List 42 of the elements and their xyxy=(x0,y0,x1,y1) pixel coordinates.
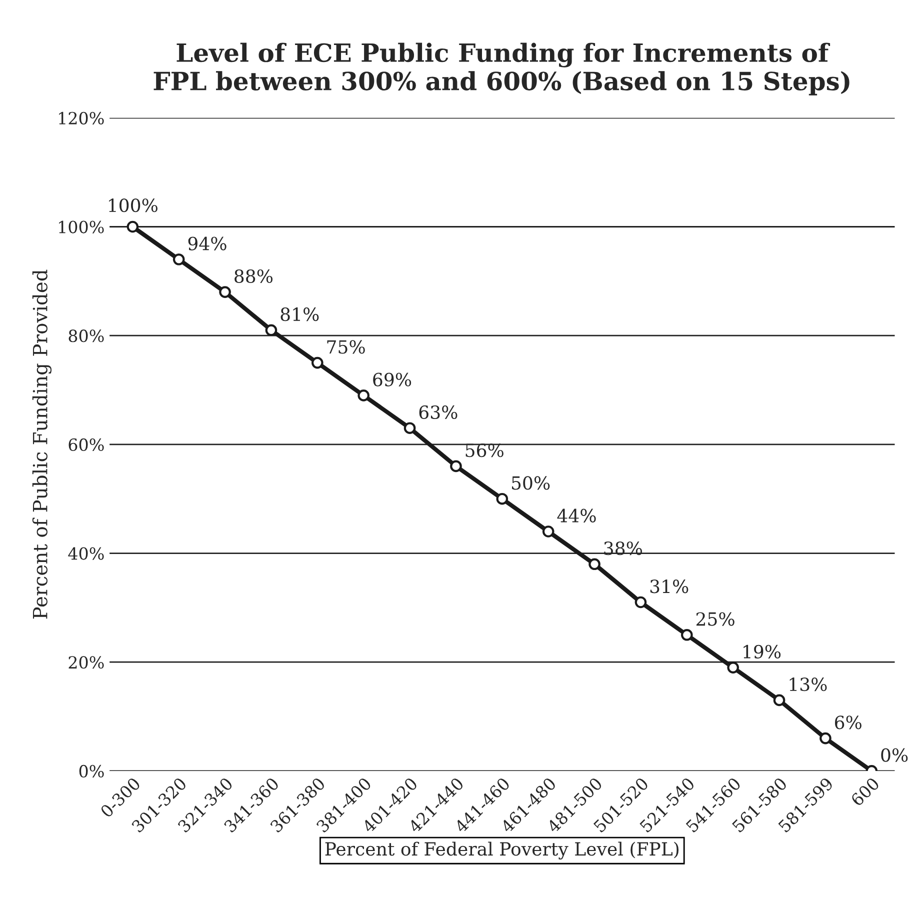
y-tick-label: 20% xyxy=(68,656,104,669)
data-label: 25% xyxy=(696,612,734,626)
data-label: 81% xyxy=(280,307,319,322)
point xyxy=(358,390,370,402)
point xyxy=(219,286,231,298)
point xyxy=(311,356,324,369)
data-label: 19% xyxy=(744,644,781,658)
data-label: 13% xyxy=(790,677,827,692)
data-label: 6% xyxy=(835,716,862,730)
y-tick-label: 40% xyxy=(68,547,104,560)
point xyxy=(404,422,416,434)
data-label: 100% xyxy=(109,198,158,212)
point xyxy=(265,324,278,336)
data-label: 94% xyxy=(188,236,226,250)
chart-title: Level of ECE Public Funding for Increments of FPL between 300% and 600% (Based on 15 Steps) xyxy=(154,42,850,96)
point xyxy=(634,596,647,608)
point xyxy=(680,628,693,641)
point xyxy=(542,526,554,538)
data-label: 50% xyxy=(512,476,550,490)
point xyxy=(450,460,462,472)
data-label: 63% xyxy=(419,405,458,420)
y-tick-label: 80% xyxy=(68,330,104,342)
data-label: 69% xyxy=(373,372,412,386)
data-label: 31% xyxy=(650,580,688,594)
point xyxy=(820,732,832,744)
x-axis-title: Percent of Federal Poverty Level (FPL) xyxy=(325,842,679,860)
y-tick-label: 0% xyxy=(79,764,104,778)
point xyxy=(172,253,185,266)
data-label: 0% xyxy=(881,748,908,762)
data-label: 88% xyxy=(234,269,272,283)
y-tick-label: 60% xyxy=(68,438,104,451)
point xyxy=(588,558,600,570)
point xyxy=(126,220,139,233)
y-tick-label: 100% xyxy=(59,220,104,234)
x-tick-label: 600 xyxy=(850,776,880,807)
data-label: 75% xyxy=(327,340,365,354)
data-label: 44% xyxy=(557,508,596,522)
y-tick-label: 120% xyxy=(59,112,104,124)
point xyxy=(773,694,786,706)
y-axis-title: Percent of Public Funding Provided xyxy=(32,270,52,619)
point xyxy=(496,492,508,505)
point xyxy=(727,662,739,674)
